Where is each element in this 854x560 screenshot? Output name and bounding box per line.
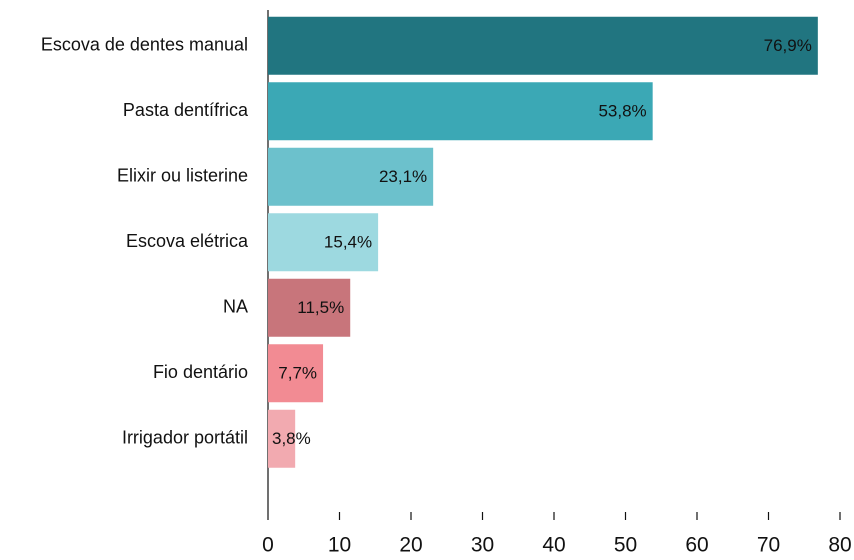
category-label: Escova elétrica [126,231,249,251]
value-label: 15,4% [324,233,372,252]
x-tick-label: 0 [262,534,274,557]
category-label: Escova de dentes manual [41,35,248,55]
category-label: Irrigador portátil [122,428,248,448]
x-tick-label: 30 [471,534,494,557]
category-label: NA [223,297,248,317]
value-label: 7,7% [278,364,317,383]
x-tick-label: 50 [614,534,637,557]
value-label: 3,8% [272,429,311,448]
bar [268,278,351,337]
bar [268,213,379,272]
x-tick-label: 70 [757,534,780,557]
value-label: 11,5% [297,298,344,317]
bar [268,16,818,75]
value-label: 76,9% [764,36,812,55]
x-tick-label: 20 [399,534,422,557]
bar [268,82,653,141]
x-tick-label: 40 [542,534,565,557]
bar [268,147,434,206]
bar [268,409,296,468]
category-label: Pasta dentífrica [123,100,249,120]
value-label: 53,8% [598,102,646,121]
category-label: Fio dentário [153,362,248,382]
category-label: Elixir ou listerine [117,166,248,186]
x-tick-label: 80 [828,534,851,557]
x-tick-label: 60 [685,534,708,557]
value-label: 23,1% [379,167,427,186]
bar [268,344,324,403]
x-tick-label: 10 [328,534,351,557]
